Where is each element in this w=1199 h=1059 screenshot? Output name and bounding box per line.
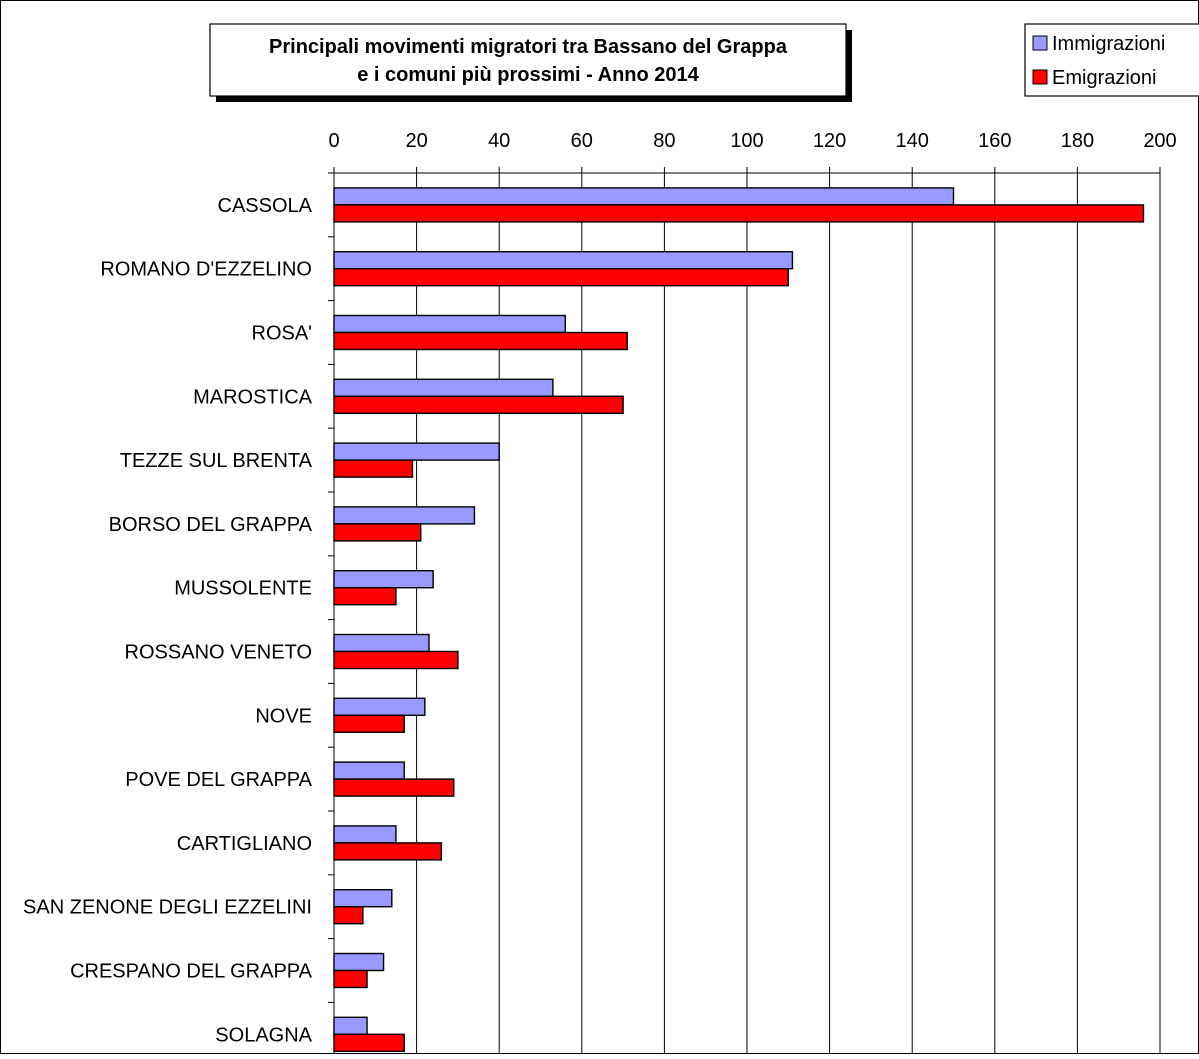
category-label-crespano-del-grappa: CRESPANO DEL GRAPPA — [70, 961, 313, 983]
chart-title-line-2: e i comuni più prossimi - Anno 2014 — [357, 64, 699, 86]
bar-emigrazioni-rosa — [333, 331, 628, 351]
x-tick-label-20: 20 — [405, 130, 427, 152]
legend-label-emigrazioni: Emigrazioni — [1052, 67, 1156, 89]
bar-immigrazioni-romano-d-ezzelino — [333, 250, 794, 270]
bar-emigrazioni-cartigliano — [333, 842, 443, 861]
chart-title-line-1: Principali movimenti migratori tra Bassa… — [269, 36, 788, 58]
legend: Immigrazioni Emigrazioni — [1024, 23, 1199, 97]
category-label-pove-del-grappa: POVE DEL GRAPPA — [125, 769, 312, 791]
category-label-san-zenone-degli-ezzelini: SAN ZENONE DEGLI EZZELINI — [23, 897, 312, 919]
bar-emigrazioni-borso-del-grappa — [333, 523, 422, 542]
x-tick-label-160: 160 — [978, 130, 1011, 152]
bar-immigrazioni-tezze-sul-brenta — [333, 442, 500, 461]
bar-immigrazioni-rossano-veneto — [333, 633, 430, 653]
bar-emigrazioni-romano-d-ezzelino — [333, 268, 789, 287]
bar-immigrazioni-cassola — [333, 187, 955, 206]
legend-swatch-emigrazioni — [1032, 69, 1048, 85]
axes: 0 20 40 60 80 100 120 140 160 180 200 — [328, 130, 1177, 1054]
bar-emigrazioni-pove-del-grappa — [333, 778, 455, 797]
bar-immigrazioni-mussolente — [333, 570, 434, 589]
category-label-rosa: ROSA' — [252, 323, 313, 345]
x-tick-label-200: 200 — [1143, 130, 1176, 152]
category-label-nove: NOVE — [255, 705, 312, 727]
category-label-tezze-sul-brenta: TEZZE SUL BRENTA — [120, 450, 313, 472]
bar-immigrazioni-san-zenone-degli-ezzelini — [333, 889, 393, 908]
x-tick-label-0: 0 — [328, 130, 339, 152]
bar-emigrazioni-san-zenone-degli-ezzelini — [333, 906, 364, 925]
bar-emigrazioni-tezze-sul-brenta — [333, 459, 414, 478]
bar-immigrazioni-borso-del-grappa — [333, 506, 476, 525]
x-tick-label-80: 80 — [653, 130, 675, 152]
bar-emigrazioni-mussolente — [333, 587, 397, 606]
category-label-cartigliano: CARTIGLIANO — [177, 833, 312, 855]
category-label-solagna: SOLAGNA — [215, 1024, 312, 1046]
x-tick-label-120: 120 — [813, 130, 846, 152]
x-tick-label-40: 40 — [488, 130, 510, 152]
bars — [333, 187, 1145, 1053]
legend-swatch-immigrazioni — [1032, 35, 1048, 51]
x-tick-label-180: 180 — [1061, 130, 1094, 152]
bar-emigrazioni-rossano-veneto — [333, 650, 459, 670]
bar-immigrazioni-nove — [333, 697, 426, 716]
bar-immigrazioni-crespano-del-grappa — [333, 952, 385, 972]
category-label-marostica: MAROSTICA — [193, 386, 313, 408]
title-frame — [209, 23, 847, 97]
bar-immigrazioni-solagna — [333, 1016, 368, 1035]
chart-title-box: Principali movimenti migratori tra Bassa… — [209, 23, 852, 102]
category-label-romano-d-ezzelino: ROMANO D'EZZELINO — [100, 259, 312, 281]
bar-immigrazioni-pove-del-grappa — [333, 761, 405, 780]
category-label-rossano-veneto: ROSSANO VENETO — [125, 642, 312, 664]
category-label-mussolente: MUSSOLENTE — [174, 578, 312, 600]
category-label-cassola: CASSOLA — [218, 195, 313, 217]
bar-emigrazioni-marostica — [333, 395, 624, 414]
legend-frame — [1024, 23, 1199, 97]
category-label-borso-del-grappa: BORSO DEL GRAPPA — [109, 514, 313, 536]
x-tick-label-140: 140 — [896, 130, 929, 152]
category-labels: CASSOLA ROMANO D'EZZELINO ROSA' MAROSTICA TE… — [23, 195, 313, 1046]
legend-label-immigrazioni: Immigrazioni — [1052, 33, 1165, 55]
bar-immigrazioni-marostica — [333, 378, 554, 397]
bar-emigrazioni-crespano-del-grappa — [333, 969, 368, 989]
bar-emigrazioni-solagna — [333, 1033, 405, 1053]
bar-emigrazioni-nove — [333, 714, 405, 733]
bar-immigrazioni-cartigliano — [333, 825, 397, 844]
x-tick-label-100: 100 — [730, 130, 763, 152]
bar-emigrazioni-cassola — [333, 204, 1145, 223]
bar-immigrazioni-rosa — [333, 314, 566, 334]
x-tick-label-60: 60 — [571, 130, 593, 152]
